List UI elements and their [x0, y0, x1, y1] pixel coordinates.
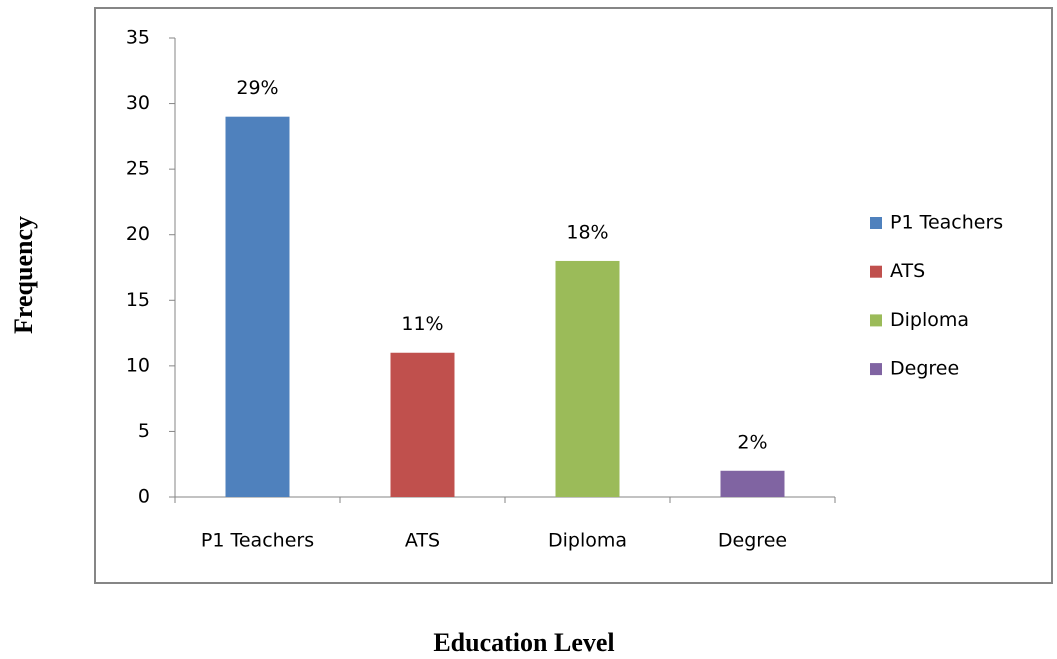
bar — [720, 470, 785, 497]
data-label: 11% — [401, 313, 443, 335]
data-label: 2% — [737, 431, 767, 453]
y-tick-label: 25 — [126, 158, 150, 180]
legend-swatch — [870, 314, 882, 327]
legend-label: P1 Teachers — [890, 212, 1003, 234]
y-axis-title: Frequency — [9, 216, 38, 334]
x-tick-label: P1 Teachers — [201, 530, 314, 552]
y-tick-label: 15 — [126, 289, 150, 311]
y-tick-label: 20 — [126, 223, 150, 245]
x-tick-label: Degree — [718, 530, 787, 552]
bar — [225, 116, 290, 497]
legend-swatch — [870, 217, 882, 229]
y-tick-label: 10 — [126, 354, 150, 376]
legend-label: Degree — [890, 358, 959, 380]
y-tick-label: 5 — [138, 420, 150, 442]
y-tick-label: 0 — [138, 486, 150, 508]
x-axis-title: Education Level — [433, 628, 614, 657]
y-tick-label: 35 — [126, 27, 150, 49]
legend-swatch — [870, 363, 882, 376]
legend-label: ATS — [890, 260, 925, 282]
x-tick-label: Diploma — [548, 530, 627, 552]
bar — [390, 352, 455, 497]
x-tick-label: ATS — [405, 530, 440, 552]
data-label: 29% — [236, 77, 278, 99]
legend-label: Diploma — [890, 309, 969, 331]
data-label: 18% — [566, 221, 608, 243]
y-tick-label: 30 — [126, 92, 150, 114]
bar — [555, 260, 620, 497]
legend-swatch — [870, 265, 882, 278]
